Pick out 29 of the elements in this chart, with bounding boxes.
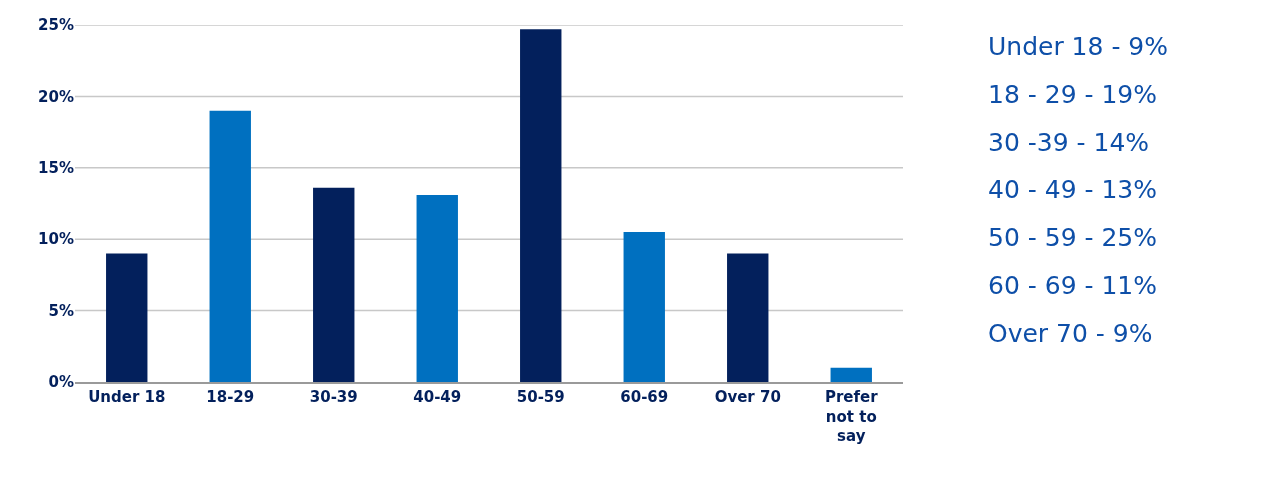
x-tick-label: 40-49 — [413, 388, 462, 406]
x-tick-label: 30-39 — [309, 388, 358, 406]
bar — [830, 367, 872, 382]
bar — [623, 232, 665, 382]
bar — [416, 194, 458, 382]
bar — [520, 29, 562, 382]
y-tick-label: 0% — [48, 373, 74, 392]
text: 40 - 49 - 13% — [988, 175, 1158, 204]
y-tick-label: 20% — [38, 87, 74, 106]
x-tick-label: 50-59 — [516, 388, 565, 406]
y-tick-label: 5% — [48, 301, 74, 320]
text: Over 70 - 9% — [988, 319, 1153, 348]
text: 50 - 59 - 25% — [988, 223, 1158, 252]
text: 30 -39 - 14% — [988, 128, 1150, 157]
bar — [727, 253, 769, 382]
text: 18 - 29 - 19% — [988, 80, 1158, 109]
text: 60 - 69 - 11% — [988, 271, 1158, 300]
x-tick-label: Under 18 — [88, 388, 166, 406]
x-tick-label: 18-29 — [206, 388, 255, 406]
x-tick-label: Prefer not to say — [824, 388, 879, 445]
y-tick-label: 10% — [38, 230, 74, 249]
bar — [209, 110, 251, 382]
bar — [313, 187, 355, 382]
y-tick-label: 15% — [38, 159, 74, 178]
bar — [106, 253, 148, 382]
x-tick-label: 60-69 — [620, 388, 669, 406]
x-tick-label: Over 70 — [714, 388, 781, 406]
y-tick-label: 25% — [38, 16, 74, 35]
text: Under 18 - 9% — [988, 32, 1169, 61]
